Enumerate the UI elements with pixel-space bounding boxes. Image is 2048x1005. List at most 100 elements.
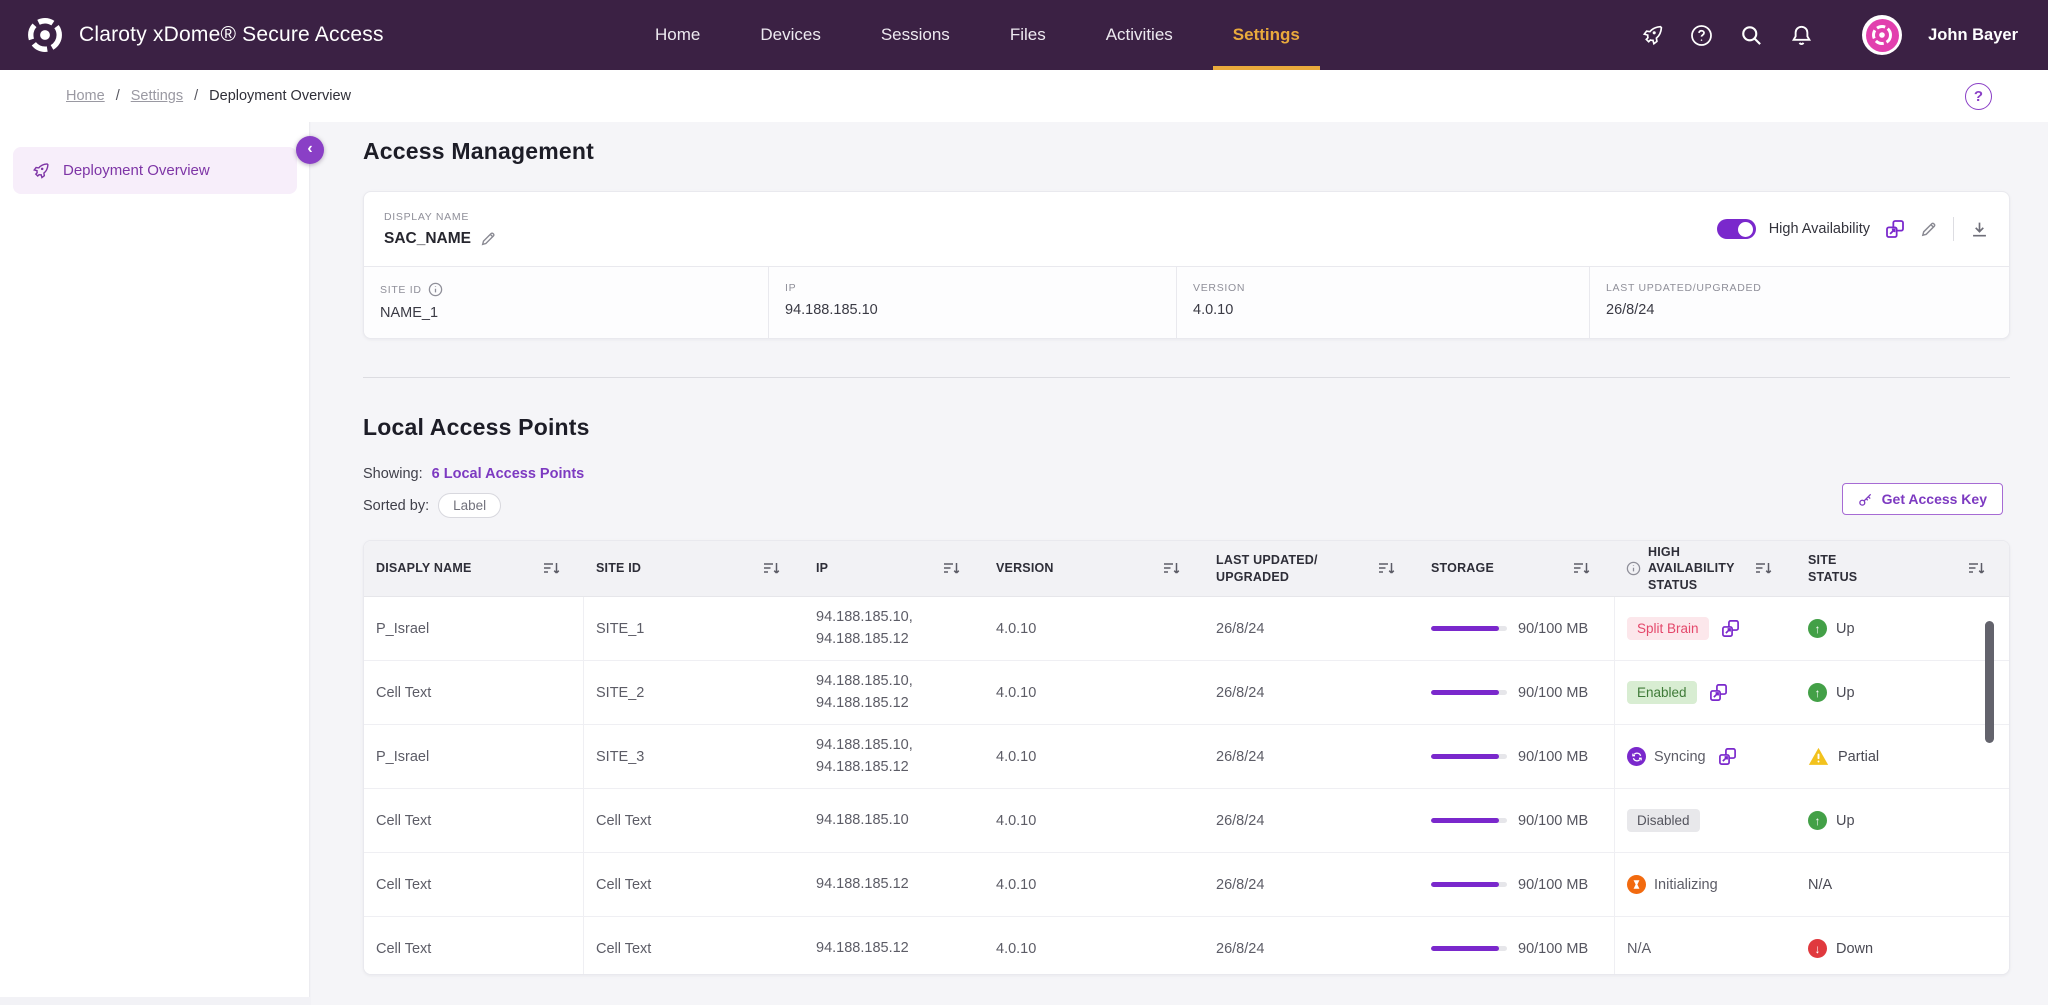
- cell-site-status: ↓ Down: [1796, 917, 2009, 975]
- storage-label: 90/100 MB: [1518, 685, 1588, 701]
- sort-filter-icon[interactable]: [543, 561, 560, 576]
- page-help-icon[interactable]: ?: [1965, 83, 1992, 110]
- showing-label: Showing:: [363, 466, 423, 482]
- field-value: 94.188.185.10: [785, 302, 1160, 318]
- cell-version: 4.0.10: [984, 725, 1204, 788]
- table-scrollbar[interactable]: [1985, 621, 1994, 743]
- ha-details-squares-icon[interactable]: [1718, 747, 1738, 767]
- sidebar-collapse-icon[interactable]: ‹: [296, 136, 324, 164]
- storage-bar: [1431, 946, 1507, 951]
- ha-status-badge: Disabled: [1627, 809, 1700, 832]
- cell-site-id: Cell Text: [584, 789, 804, 852]
- cell-ha-status: Initializing: [1614, 853, 1796, 916]
- sort-chip[interactable]: Label: [438, 493, 501, 518]
- local-access-points-table: DISAPLY NAMESITE IDIPVERSIONLAST UPDATED…: [363, 540, 2010, 975]
- edit-ha-icon[interactable]: [1920, 220, 1938, 238]
- access-management-title: Access Management: [363, 138, 2010, 165]
- storage-bar: [1431, 754, 1507, 759]
- cell-site-status: ↑Up: [1796, 789, 2009, 852]
- nav-item-home[interactable]: Home: [655, 0, 700, 70]
- cell-ip: 94.188.185.10: [804, 789, 984, 852]
- site-status-label: Down: [1836, 941, 1873, 957]
- sorted-by-label: Sorted by:: [363, 498, 429, 514]
- cell-storage: 90/100 MB: [1419, 597, 1614, 660]
- sort-filter-icon[interactable]: [1378, 561, 1395, 576]
- nav-item-files[interactable]: Files: [1010, 0, 1046, 70]
- storage-bar: [1431, 626, 1507, 631]
- cell-ip: 94.188.185.10,94.188.185.12: [804, 597, 984, 660]
- sidebar-item-deployment-overview[interactable]: Deployment Overview: [13, 147, 297, 194]
- ha-details-squares-icon[interactable]: [1885, 219, 1905, 239]
- column-header-site-status: SITE STATUS: [1796, 552, 2009, 585]
- cell-site-id: Cell Text: [584, 917, 804, 975]
- cell-version: 4.0.10: [984, 661, 1204, 724]
- table-row[interactable]: P_IsraelSITE_394.188.185.10,94.188.185.1…: [364, 725, 2009, 789]
- column-label: SITE ID: [596, 560, 641, 576]
- notifications-bell-icon[interactable]: [1788, 22, 1814, 48]
- cell-storage: 90/100 MB: [1419, 725, 1614, 788]
- nav-item-settings[interactable]: Settings: [1233, 0, 1300, 70]
- status-down-icon: ↓: [1808, 939, 1827, 958]
- site-status-label: Up: [1836, 685, 1855, 701]
- field-value: NAME_1: [380, 305, 752, 321]
- column-label: HIGH AVAILABILITY STATUS: [1648, 544, 1735, 593]
- breadcrumb-separator: /: [194, 88, 198, 104]
- divider: [363, 377, 2010, 378]
- cell-last-updated: 26/8/24: [1204, 853, 1419, 916]
- ha-status-badge: Split Brain: [1627, 617, 1709, 640]
- sort-filter-icon[interactable]: [1573, 561, 1590, 576]
- nav-item-sessions[interactable]: Sessions: [881, 0, 950, 70]
- sort-filter-icon[interactable]: [943, 561, 960, 576]
- breadcrumb-separator: /: [116, 88, 120, 104]
- ha-details-squares-icon[interactable]: [1709, 683, 1729, 703]
- table-row[interactable]: Cell TextCell Text94.188.185.124.0.1026/…: [364, 853, 2009, 917]
- cell-version: 4.0.10: [984, 853, 1204, 916]
- user-avatar[interactable]: [1862, 15, 1902, 55]
- search-icon[interactable]: [1738, 22, 1764, 48]
- column-header-storage: STORAGE: [1419, 560, 1614, 576]
- cell-version: 4.0.10: [984, 597, 1204, 660]
- storage-bar: [1431, 882, 1507, 887]
- cell-version: 4.0.10: [984, 917, 1204, 975]
- cell-site-status: Partial: [1796, 725, 2009, 788]
- column-label: SITE STATUS: [1808, 552, 1857, 585]
- whats-new-rocket-icon[interactable]: [1638, 22, 1664, 48]
- sort-filter-icon[interactable]: [1163, 561, 1180, 576]
- status-partial-warning-icon: [1808, 746, 1829, 767]
- key-icon: [1858, 492, 1873, 507]
- nav-item-devices[interactable]: Devices: [760, 0, 820, 70]
- table-row[interactable]: Cell TextCell Text94.188.185.124.0.1026/…: [364, 917, 2009, 975]
- table-row[interactable]: P_IsraelSITE_194.188.185.10,94.188.185.1…: [364, 597, 2009, 661]
- display-name-label: DISPLAY NAME: [384, 211, 498, 223]
- storage-label: 90/100 MB: [1518, 941, 1588, 957]
- storage-label: 90/100 MB: [1518, 749, 1588, 765]
- cell-ha-status: Split Brain: [1614, 597, 1796, 660]
- column-label: VERSION: [996, 560, 1054, 576]
- ha-details-squares-icon[interactable]: [1721, 619, 1741, 639]
- column-header-last-updated-upgraded: LAST UPDATED/ UPGRADED: [1204, 552, 1419, 585]
- breadcrumb-link-settings[interactable]: Settings: [131, 88, 183, 104]
- nav-item-activities[interactable]: Activities: [1106, 0, 1173, 70]
- sort-filter-icon[interactable]: [763, 561, 780, 576]
- status-up-icon: ↑: [1808, 619, 1827, 638]
- download-icon[interactable]: [1969, 219, 1989, 239]
- get-access-key-button[interactable]: Get Access Key: [1842, 483, 2003, 515]
- access-management-card: DISPLAY NAME SAC_NAME High Availability: [363, 191, 2010, 339]
- primary-nav: Home Devices Sessions Files Activities Settin…: [655, 0, 1300, 70]
- edit-display-name-icon[interactable]: [480, 230, 498, 248]
- field-version: VERSION4.0.10: [1176, 267, 1589, 338]
- cell-last-updated: 26/8/24: [1204, 725, 1419, 788]
- sort-filter-icon[interactable]: [1968, 561, 1985, 576]
- showing-count-link[interactable]: 6 Local Access Points: [432, 466, 585, 482]
- column-label: DISAPLY NAME: [376, 560, 471, 576]
- info-icon: [1626, 561, 1641, 576]
- high-availability-toggle[interactable]: [1717, 219, 1756, 239]
- sort-filter-icon[interactable]: [1755, 561, 1772, 576]
- breadcrumb-link-home[interactable]: Home: [66, 88, 105, 104]
- table-row[interactable]: Cell TextCell Text94.188.185.104.0.1026/…: [364, 789, 2009, 853]
- rocket-icon: [30, 161, 50, 181]
- cell-ha-status: N/A: [1614, 917, 1796, 975]
- help-icon[interactable]: [1688, 22, 1714, 48]
- high-availability-controls: High Availability: [1717, 217, 1989, 241]
- table-row[interactable]: Cell TextSITE_294.188.185.10,94.188.185.…: [364, 661, 2009, 725]
